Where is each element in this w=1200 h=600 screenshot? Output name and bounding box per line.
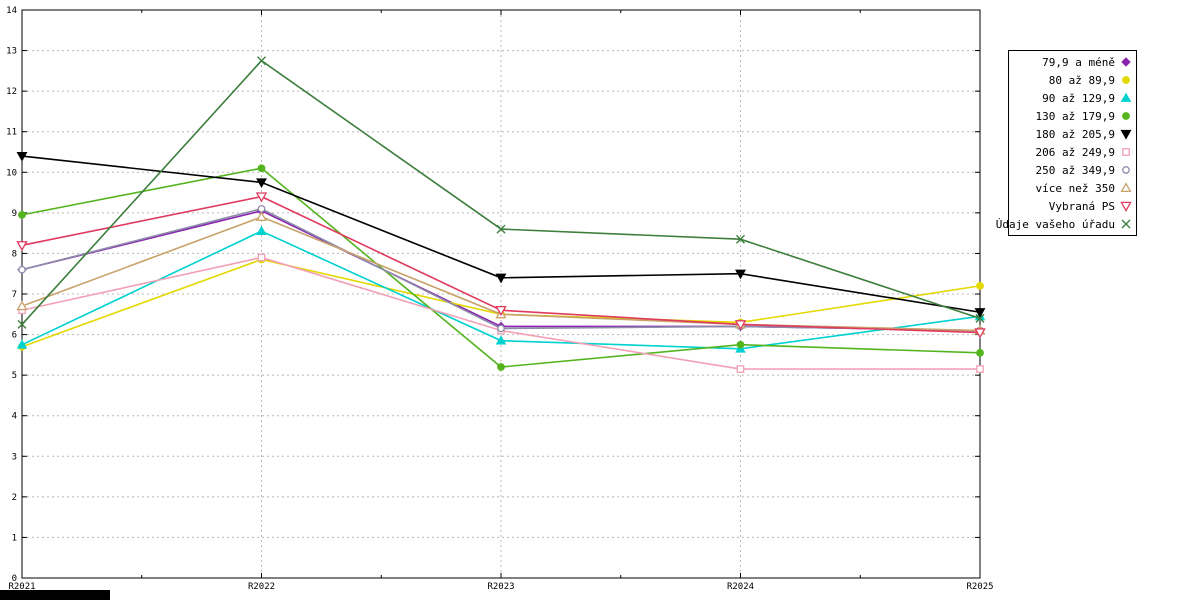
legend-item: 79,9 a méně — [1012, 53, 1133, 71]
x-axis-tick-label: R2021 — [8, 582, 35, 592]
legend-label: 206 až 249,9 — [1035, 145, 1115, 159]
y-axis-tick-label: 4 — [12, 412, 17, 422]
chart-legend: 79,9 a méně 80 až 89,9 90 až 129,9 130 až 1… — [996, 50, 1137, 236]
legend-label: 180 až 205,9 — [1035, 127, 1115, 141]
legend-label: 90 až 129,9 — [1042, 91, 1115, 105]
triangle-up-open-legend-marker-icon — [1120, 182, 1132, 193]
legend-label: 80 až 89,9 — [1048, 73, 1115, 87]
circle-filled-legend-marker-icon — [1122, 112, 1130, 120]
bottom-left-black-bar — [0, 590, 110, 600]
legend-label: 79,9 a méně — [1042, 55, 1115, 69]
legend-label: Vybraná PS — [1048, 199, 1115, 213]
legend-item: Údaje vašeho úřadu — [996, 215, 1133, 233]
x-axis-tick-label: R2024 — [727, 582, 754, 592]
y-axis-tick-label: 1 — [12, 533, 17, 543]
triangle-down-filled-legend-marker-icon — [1120, 129, 1132, 140]
x-axis-tick-label: R2023 — [487, 582, 514, 592]
legend-item: 130 až 179,9 — [1012, 107, 1133, 125]
x-axis-tick-label: R2022 — [248, 582, 275, 592]
legend-label: 250 až 349,9 — [1035, 163, 1115, 177]
diamond-filled-legend-marker-icon — [1121, 57, 1131, 67]
y-axis-tick-label: 5 — [12, 371, 17, 381]
y-axis-tick-label: 3 — [12, 452, 17, 462]
legend-item: 180 až 205,9 — [1012, 125, 1133, 143]
legend-item: více než 350 — [1012, 179, 1133, 197]
legend-label: více než 350 — [1035, 181, 1115, 195]
circle-open-legend-marker-icon — [1122, 166, 1130, 174]
x-cross-legend-marker-icon — [1121, 219, 1131, 229]
triangle-up-filled-legend-marker-icon — [1120, 92, 1132, 102]
y-axis-tick-label: 2 — [12, 493, 17, 503]
y-axis-tick-label: 8 — [12, 249, 17, 259]
y-axis-tick-label: 12 — [6, 87, 17, 97]
x-axis-tick-label: R2025 — [966, 582, 993, 592]
legend-item: 206 až 249,9 — [1012, 143, 1133, 161]
legend-item: 250 až 349,9 — [1012, 161, 1133, 179]
square-open-legend-marker-icon — [1122, 148, 1130, 156]
legend-item: Vybraná PS — [1012, 197, 1133, 215]
y-axis-tick-label: 7 — [12, 290, 17, 300]
legend-item: 90 až 129,9 — [1012, 89, 1133, 107]
legend-label: 130 až 179,9 — [1035, 109, 1115, 123]
legend-item: 80 až 89,9 — [1012, 71, 1133, 89]
y-axis-tick-label: 14 — [6, 6, 17, 16]
y-axis-tick-label: 9 — [12, 209, 17, 219]
y-axis-tick-label: 10 — [6, 168, 17, 178]
y-axis-tick-label: 13 — [6, 47, 17, 57]
y-axis-tick-label: 11 — [6, 128, 17, 138]
y-axis-tick-label: 0 — [12, 574, 17, 584]
y-axis-tick-label: 6 — [12, 331, 17, 341]
circle-filled-legend-marker-icon — [1122, 76, 1130, 84]
legend-label: Údaje vašeho úřadu — [995, 217, 1115, 231]
triangle-down-open-legend-marker-icon — [1120, 201, 1132, 212]
